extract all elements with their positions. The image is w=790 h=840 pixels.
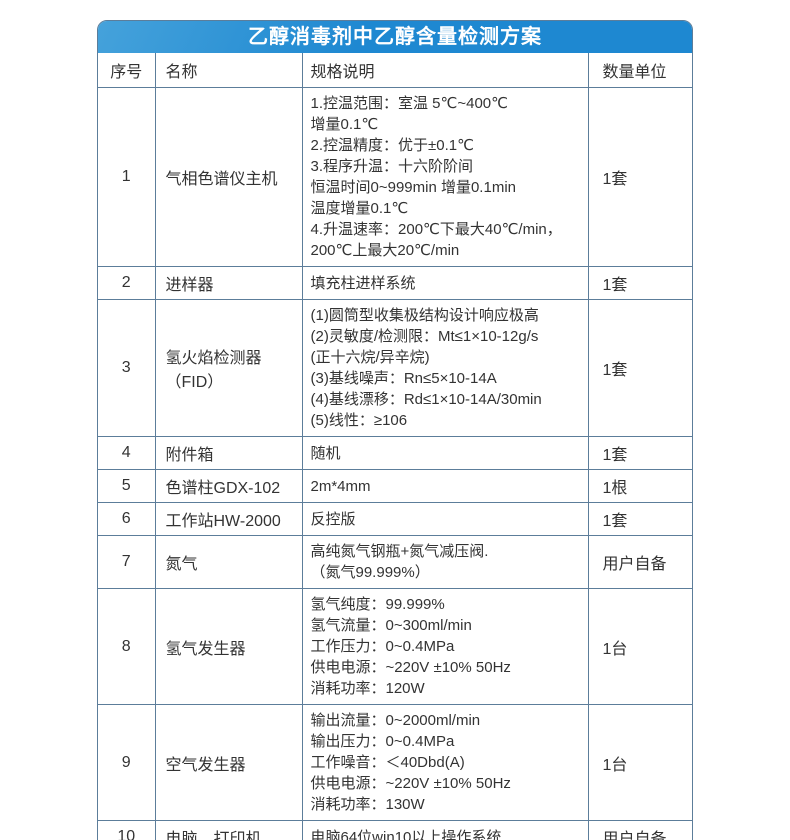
column-header-qty: 数量单位 [587,53,692,88]
spec-line: 随机 [310,444,341,462]
spec-line: 200℃上最大20℃/min [310,242,460,259]
spec-line: 消耗功率：130W [310,796,425,813]
row-index-cell: 3 [98,299,155,437]
spec-line: 3.程序升温：十六阶阶间 [310,158,474,175]
spec-line: 4.升温速率：200℃下最大40℃/min， [310,221,562,238]
spec-line: 填充柱进样系统 [310,274,416,292]
item-quantity-cell: 1套 [587,436,692,470]
item-spec-cell: 输出流量：0~2000ml/min 输出压力：0~0.4MPa 工作噪音：＜40Db… [301,704,588,821]
spec-line: 输出压力：0~0.4MPa [310,733,455,750]
spec-line: 1.控温范围：室温 5℃~400℃ [310,95,509,112]
spec-line: 2.控温精度：优于±0.1℃ [310,137,474,154]
row-index-cell: 7 [98,535,155,589]
item-name-cell: 氢气发生器 [154,588,302,705]
spec-line: (3)基线噪声：Rn≤5×10-14A [310,370,497,387]
spec-line: (2)灵敏度/检测限：Mt≤1×10-12g/s [310,328,539,345]
spec-line: 增量0.1℃ [310,116,379,133]
item-spec-cell: 填充柱进样系统 [301,266,588,300]
item-spec-cell: 随机 [301,436,588,470]
spec-line: 氢气纯度：99.999% [310,596,445,613]
item-spec-cell: (1)圆筒型收集极结构设计响应极高 (2)灵敏度/检测限：Mt≤1×10-12g/… [301,299,588,437]
table-row: 5 色谱柱GDX-102 2m*4mm 1根 [98,469,692,503]
row-index-cell: 10 [98,820,155,840]
spec-line: 2m*4mm [310,477,371,495]
item-spec-cell: 反控版 [301,502,588,536]
table-title: 乙醇消毒剂中乙醇含量检测方案 [98,21,692,53]
table-row: 6 工作站HW-2000 反控版 1套 [98,502,692,536]
spec-line: 氢气流量：0~300ml/min [310,617,472,634]
spec-line: (正十六烷/异辛烷) [310,349,430,366]
row-index-cell: 5 [98,469,155,503]
item-quantity-cell: 1台 [587,588,692,705]
table-row: 7 氮气 高纯氮气钢瓶+氮气减压阀. （氮气99.999%） 用户自备 [98,535,692,589]
item-quantity-cell: 用户自备 [587,535,692,589]
row-index-cell: 2 [98,266,155,300]
item-quantity-cell: 1套 [587,87,692,267]
column-header-spec: 规格说明 [301,53,588,88]
row-index-cell: 8 [98,588,155,705]
row-index-cell: 9 [98,704,155,821]
spec-line: 供电电源：~220V ±10% 50Hz [310,775,511,792]
item-name-cell: 附件箱 [154,436,302,470]
table-row: 3 氢火焰检测器（FID） (1)圆筒型收集极结构设计响应极高 (2)灵敏度/检测限：… [98,299,692,437]
spec-table: 序号 名称 规格说明 数量单位 1 气相色谱仪主机 1.控温范围：室温 5℃~400… [98,53,692,840]
item-name-cell: 电脑、打印机 [154,820,302,840]
item-name-cell: 进样器 [154,266,302,300]
item-spec-cell: 电脑64位win10以上操作系统 [301,820,588,840]
spec-line: 输出流量：0~2000ml/min [310,712,481,729]
row-index-cell: 1 [98,87,155,267]
spec-line: 消耗功率：120W [310,680,425,697]
spec-sheet: 乙醇消毒剂中乙醇含量检测方案 序号 名称 规格说明 数量单位 1 气相色谱仪主机 1… [97,20,693,840]
item-name-cell: 色谱柱GDX-102 [154,469,302,503]
column-header-no: 序号 [110,64,143,81]
spec-line: （氮气99.999%） [310,564,430,581]
row-index-cell: 4 [98,436,155,470]
item-name-cell: 工作站HW-2000 [154,502,302,536]
table-row: 9 空气发生器 输出流量：0~2000ml/min 输出压力：0~0.4MPa 工作噪音… [98,704,692,821]
table-row: 10 电脑、打印机 电脑64位win10以上操作系统 用户自备 [98,820,692,840]
item-name-cell: 氢火焰检测器（FID） [154,299,302,437]
header-row: 序号 名称 规格说明 数量单位 [98,53,692,88]
item-spec-cell: 氢气纯度：99.999% 氢气流量：0~300ml/min 工作压力：0~0.4MP… [301,588,588,705]
item-quantity-cell: 1根 [587,469,692,503]
spec-line: 工作压力：0~0.4MPa [310,638,455,655]
item-quantity-cell: 1台 [587,704,692,821]
spec-line: (5)线性：≥106 [310,412,408,429]
item-quantity-cell: 1套 [587,266,692,300]
spec-line: 供电电源：~220V ±10% 50Hz [310,659,511,676]
table-row: 4 附件箱 随机 1套 [98,436,692,470]
spec-line: 电脑64位win10以上操作系统 [310,828,502,840]
spec-line: 温度增量0.1℃ [310,200,409,217]
spec-line: (1)圆筒型收集极结构设计响应极高 [310,307,539,324]
spec-line: 高纯氮气钢瓶+氮气减压阀. [310,543,489,560]
spec-line: 工作噪音：＜40Dbd(A) [310,754,465,771]
table-body: 1 气相色谱仪主机 1.控温范围：室温 5℃~400℃ 增量0.1℃ 2.控温精度：优于… [98,87,692,840]
spec-line: (4)基线漂移：Rd≤1×10-14A/30min [310,391,542,408]
item-spec-cell: 高纯氮气钢瓶+氮气减压阀. （氮气99.999%） [301,535,588,589]
item-spec-cell: 1.控温范围：室温 5℃~400℃ 增量0.1℃ 2.控温精度：优于±0.1℃ 3.程… [301,87,588,267]
row-index-cell: 6 [98,502,155,536]
item-quantity-cell: 1套 [587,299,692,437]
column-header-name: 名称 [154,53,302,88]
table-row: 2 进样器 填充柱进样系统 1套 [98,266,692,300]
item-name-cell: 氮气 [154,535,302,589]
spec-line: 反控版 [310,510,356,528]
item-spec-cell: 2m*4mm [301,469,588,503]
item-quantity-cell: 用户自备 [587,820,692,840]
item-name-cell: 气相色谱仪主机 [154,87,302,267]
table-row: 1 气相色谱仪主机 1.控温范围：室温 5℃~400℃ 增量0.1℃ 2.控温精度：优于… [98,87,692,267]
item-quantity-cell: 1套 [587,502,692,536]
item-name-cell: 空气发生器 [154,704,302,821]
table-row: 8 氢气发生器 氢气纯度：99.999% 氢气流量：0~300ml/min 工作压力：0… [98,588,692,705]
spec-line: 恒温时间0~999min 增量0.1min [310,179,517,196]
